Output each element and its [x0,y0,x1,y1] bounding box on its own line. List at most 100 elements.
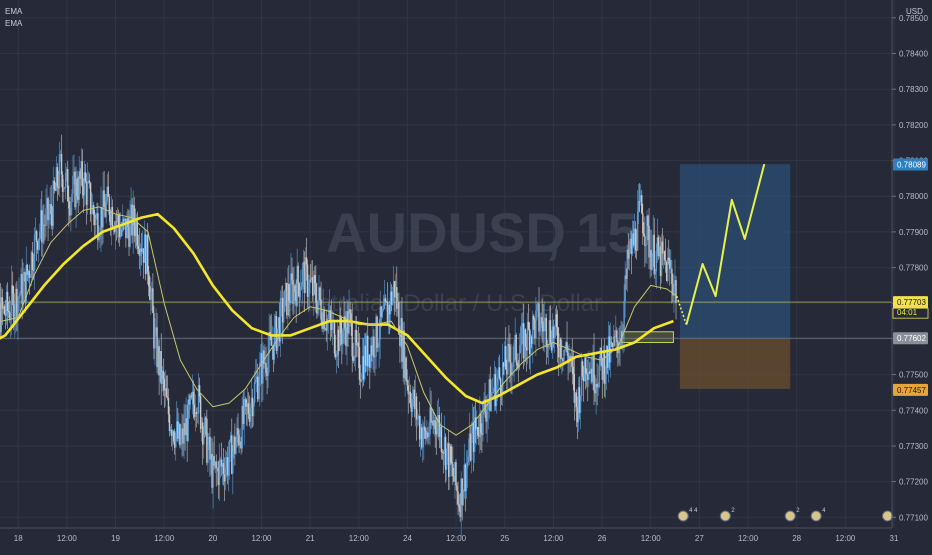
candle-body [316,301,318,314]
candle-body [651,255,653,270]
candle-body [291,273,293,280]
candle-body [422,439,424,448]
candle-body [210,454,212,460]
candle-body [606,345,609,368]
candle-body [657,237,660,257]
candle-body [335,354,338,357]
x-tick-label: 12:00 [349,534,370,543]
candle-body [575,392,578,408]
candle-body [5,291,8,316]
candle-body [57,186,60,189]
ema-lines [0,206,677,436]
candle-body [164,388,167,391]
event-marker-icon[interactable] [719,510,731,522]
event-marker-icon[interactable] [784,510,796,522]
candle-body [389,291,392,315]
candle-body [196,413,199,415]
candle-body [167,397,170,415]
candle-body [393,281,395,293]
indicator-label-ema-1[interactable]: EMA [5,7,23,16]
candle-body [530,336,532,355]
candle-body [31,252,34,271]
candle-body [663,251,666,260]
candle-body [6,291,9,311]
candle-body [225,457,228,468]
candle-body [0,303,2,333]
candle-body [499,378,502,394]
candle-body [391,292,394,305]
candle-body [161,370,163,384]
candle-body [648,225,650,258]
candle-body [396,287,398,309]
event-marker-icon[interactable] [677,510,689,522]
candle-body [328,309,331,318]
candle-body [61,174,64,192]
candle-body [71,194,73,202]
candle-body [3,306,6,315]
candle-body [14,312,16,323]
candle-body [104,207,106,217]
candle-body [383,298,386,310]
candle-body [205,417,207,419]
event-marker-icon[interactable] [810,510,822,522]
candle-body [189,395,191,405]
candle-body [377,347,379,348]
candle-body [413,389,416,410]
target-zone[interactable] [679,164,791,339]
candle-body [85,181,88,205]
candle-body [96,213,98,218]
candle-body [609,341,612,363]
y-tick-label: 0.77800 [899,264,928,273]
candle-body [191,391,194,398]
indicator-label-ema-2[interactable]: EMA [5,19,23,28]
position-zones[interactable] [621,164,791,389]
candle-body [168,414,171,432]
candle-body [298,283,300,298]
time-axis[interactable]: 18 12:00 19 12:00 20 12:00 21 12:00 24 12:00 25 12:… [14,534,899,543]
candle-body [658,246,661,257]
candle-body [555,314,558,328]
candle-body [78,171,80,200]
candle-body [255,376,258,380]
candle-body [564,349,566,351]
candle-body [477,426,479,436]
candle-body [184,423,186,435]
candle-body [414,396,417,410]
candle-body [644,236,646,246]
candle-body [556,327,559,348]
candle-body [97,213,99,241]
candle-body [281,297,284,323]
price-marker [893,383,928,396]
candle-body [286,282,288,316]
x-tick-label: 12:00 [251,534,272,543]
candle-body [612,342,614,347]
y-tick-label: 0.77400 [899,406,928,415]
candle-body [128,227,130,247]
projection-path[interactable] [675,163,766,325]
candle-body [631,233,634,254]
candle-body [662,251,665,254]
candle-body [450,446,452,462]
stop-zone[interactable] [679,338,791,389]
projection-line[interactable] [685,163,766,325]
candle-body [182,428,184,444]
candle-body [668,257,670,260]
candle-body [403,330,405,378]
projection-dotted-segment[interactable] [675,295,688,325]
candle-body [577,387,580,423]
candle-body [297,265,299,284]
candle-body [426,432,428,439]
watermark-instrument: Australian Dollar / U.S. Dollar [290,290,602,317]
candle-body [384,298,387,302]
candle-body [623,301,625,331]
candle-body [421,427,423,448]
candle-body [125,218,127,238]
event-markers[interactable]: 4 4 2 2 4 [677,508,894,522]
candle-body [74,171,76,208]
candle-body [250,397,253,408]
candle-body [359,379,362,382]
event-marker-icon[interactable] [882,510,894,522]
